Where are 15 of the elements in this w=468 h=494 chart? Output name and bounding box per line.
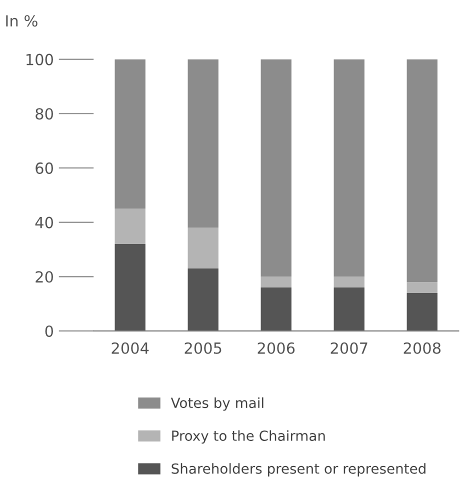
- legend-label: Shareholders present or represented: [172, 463, 426, 477]
- legend-label: Votes by mail: [170, 397, 264, 411]
- y-tick-label: 80: [36, 108, 53, 120]
- y-tick-label: 40: [35, 216, 53, 228]
- y-tick-label: 60: [36, 162, 53, 174]
- x-tick-label: 2005: [184, 342, 222, 354]
- x-tick-label: 2004: [112, 342, 149, 354]
- y-tick-label: 0: [45, 325, 53, 337]
- y-tick-label: 20: [36, 271, 53, 283]
- y-tick-label: 100: [26, 54, 53, 66]
- legend-label: Proxy to the Chairman: [172, 430, 325, 444]
- x-tick-label: 2008: [404, 342, 441, 354]
- y-axis-title: In %: [6, 15, 38, 27]
- x-tick-label: 2007: [330, 342, 368, 354]
- x-tick-label: 2006: [258, 342, 295, 354]
